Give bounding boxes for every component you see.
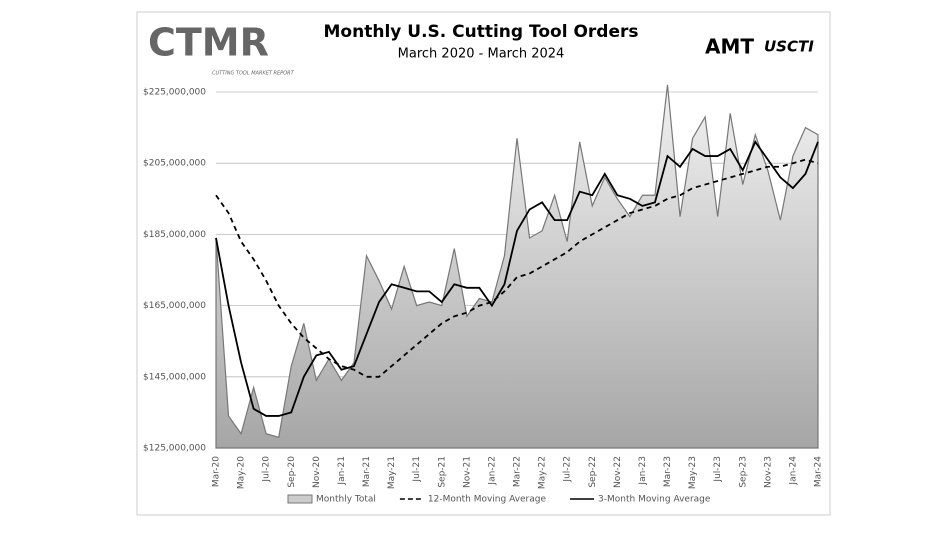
x-tick-label: Jan-22 [487, 456, 497, 486]
x-tick-label: Nov-21 [462, 456, 472, 488]
x-tick-label: Mar-22 [513, 456, 523, 487]
x-tick-label: May-22 [538, 456, 548, 489]
x-tick-label: Sep-23 [738, 456, 748, 488]
y-tick-label: $165,000,000 [143, 301, 206, 311]
x-tick-label: May-21 [387, 456, 397, 489]
x-tick-label: Sep-22 [588, 456, 598, 488]
logo-amt: AMT [705, 35, 754, 59]
x-tick-label: Jul-21 [412, 456, 422, 483]
x-tick-label: Mar-24 [814, 456, 824, 487]
x-tick-label: Jan-21 [337, 456, 347, 486]
x-tick-label: May-23 [688, 456, 698, 489]
y-tick-label: $185,000,000 [143, 230, 206, 240]
y-tick-label: $125,000,000 [143, 444, 206, 454]
legend-label: 12-Month Moving Average [428, 495, 547, 505]
logo-uscti: USCTI [764, 38, 814, 56]
legend-label: Monthly Total [316, 495, 376, 505]
legend-label: 3-Month Moving Average [598, 495, 711, 505]
x-tick-label: Sep-21 [437, 456, 447, 488]
x-tick-label: Nov-23 [763, 456, 773, 488]
y-tick-label: $145,000,000 [143, 372, 206, 382]
x-tick-label: Jan-24 [788, 456, 798, 486]
x-tick-label: Jul-23 [713, 456, 723, 483]
line [215, 140, 819, 417]
logo-ctmr-sub: CUTTING TOOL MARKET REPORT [212, 71, 295, 77]
x-tick-label: Sep-20 [287, 456, 297, 488]
x-tick-label: May-20 [237, 456, 247, 489]
x-tick-label: Mar-23 [663, 456, 673, 487]
x-tick-label: Nov-20 [312, 456, 322, 488]
logo-ctmr: CTMR [148, 21, 269, 65]
y-tick-label: $225,000,000 [143, 88, 206, 98]
chart-title: Monthly U.S. Cutting Tool Orders [324, 22, 639, 42]
area-line [215, 84, 819, 449]
legend-swatch [287, 494, 313, 504]
x-tick-label: Mar-21 [362, 456, 372, 487]
y-tick-label: $205,000,000 [143, 159, 206, 169]
chart-subtitle: March 2020 - March 2024 [398, 47, 565, 62]
line [215, 158, 819, 378]
x-tick-label: Mar-20 [212, 456, 222, 487]
x-tick-label: Jul-22 [563, 456, 573, 483]
x-tick-label: Jan-23 [638, 456, 648, 486]
x-tick-label: Nov-22 [613, 456, 623, 488]
x-tick-label: Jul-20 [262, 456, 272, 483]
